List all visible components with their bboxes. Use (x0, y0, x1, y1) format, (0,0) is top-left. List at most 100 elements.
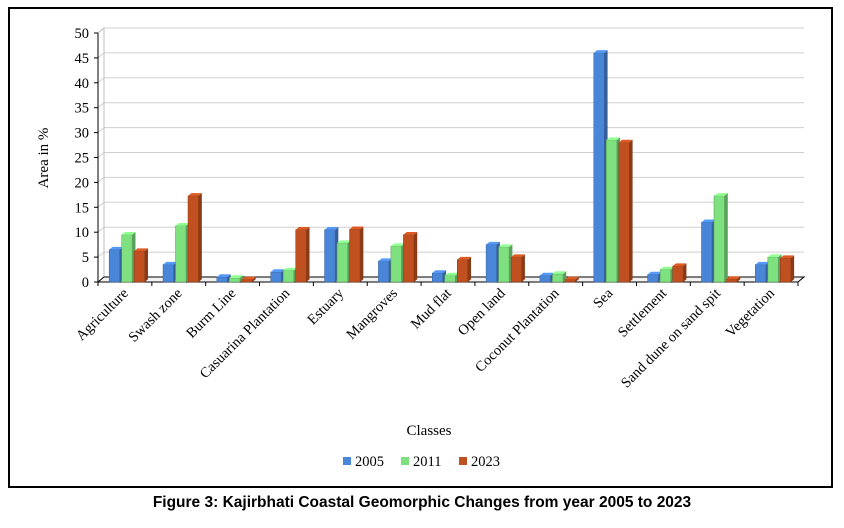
bar-top (726, 276, 741, 280)
legend-item: 2011 (401, 454, 441, 470)
bar-front (767, 256, 779, 283)
bar-side (521, 254, 525, 282)
bar-top (618, 139, 633, 143)
gridline-depth (97, 226, 105, 233)
x-axis-label: Classes (407, 423, 452, 439)
bar-side (198, 193, 202, 282)
bar (432, 270, 447, 283)
bar (187, 193, 202, 283)
bar (510, 254, 525, 283)
bar-top (390, 243, 405, 247)
bar-side (736, 276, 741, 282)
bar (162, 261, 177, 283)
chart-walls (96, 27, 806, 283)
bar-front (618, 142, 630, 283)
y-tick-label: 20 (75, 175, 90, 191)
bar-front (390, 245, 402, 283)
y-tick-label: 50 (75, 26, 90, 42)
x-tick-label: Swash zone (126, 286, 186, 346)
x-tick-label: Settlement (615, 286, 670, 341)
bar-top (457, 256, 472, 260)
bar (324, 226, 339, 283)
y-tick-label: 30 (75, 126, 90, 142)
gridlines (97, 27, 804, 258)
bar-top (606, 137, 621, 141)
x-tick-label: Mangroves (344, 285, 402, 343)
bar (593, 50, 608, 283)
bar-front (457, 259, 468, 283)
bar-top (134, 248, 148, 252)
bar-top (283, 267, 298, 271)
bar (444, 272, 459, 283)
bar-front (647, 274, 659, 283)
bar-top (349, 226, 364, 230)
bar (403, 231, 418, 283)
bar-front (133, 250, 145, 283)
x-tick-label: Casuarina Plantation (197, 285, 294, 382)
bar-front (270, 271, 282, 283)
bar-front (726, 278, 738, 283)
bar-top (672, 263, 687, 267)
bar (552, 271, 567, 283)
bar-top (647, 271, 662, 275)
x-tick-label: Burm Line (183, 286, 239, 342)
bar-top (378, 258, 393, 262)
legend-label: 2011 (413, 454, 441, 470)
bar-front (659, 269, 671, 283)
bar (767, 254, 782, 283)
bar-side (575, 276, 579, 282)
bar-top (121, 231, 136, 235)
bar-front (282, 270, 294, 283)
bar-side (227, 274, 231, 282)
bar-front (108, 249, 120, 283)
bar-front (403, 234, 415, 283)
bar-top (175, 222, 190, 226)
bar-top (163, 261, 177, 265)
bar (755, 261, 770, 283)
bar (672, 263, 687, 283)
x-tick-label: Estuary (304, 285, 347, 328)
bar-top (241, 276, 256, 280)
bar-top (337, 240, 351, 244)
bar-top (713, 193, 728, 196)
bar-top (444, 272, 459, 276)
bar-side (724, 193, 728, 282)
bar-side (306, 226, 310, 282)
x-tick-label: Sand dune on sand spit (618, 286, 724, 392)
bar-front (780, 257, 792, 283)
bar-top (216, 274, 231, 278)
bar-top (403, 231, 418, 235)
bar (241, 276, 256, 283)
bar (659, 266, 674, 283)
bar-front (552, 273, 564, 283)
bar-top (229, 275, 244, 279)
bar (336, 240, 351, 283)
bar-side (413, 231, 418, 282)
bar (282, 267, 298, 283)
bar-top (270, 269, 285, 273)
bar-top (660, 266, 674, 270)
gridline-depth (97, 127, 105, 133)
bar (133, 248, 148, 283)
bar-side (252, 276, 256, 282)
bar-side (144, 248, 148, 282)
gridline-depth (97, 152, 105, 158)
bar (390, 243, 405, 283)
legend-item: 2023 (459, 454, 500, 470)
bar (378, 258, 393, 283)
bar-front (606, 139, 618, 283)
y-axis-ticks: 0 5 10 15 20 25 30 35 40 45 50 (75, 26, 98, 291)
legend-item: 2005 (343, 454, 384, 470)
bar-side (360, 226, 364, 282)
bar-front (432, 272, 443, 283)
x-tick-label: Agriculture (73, 286, 132, 345)
bar-top (109, 246, 123, 250)
bar (485, 241, 500, 283)
bar-top (432, 270, 447, 274)
bar-front (713, 195, 725, 283)
bar-front (229, 277, 241, 283)
bar-front (498, 246, 510, 283)
bar (713, 193, 728, 283)
bar (606, 137, 621, 283)
